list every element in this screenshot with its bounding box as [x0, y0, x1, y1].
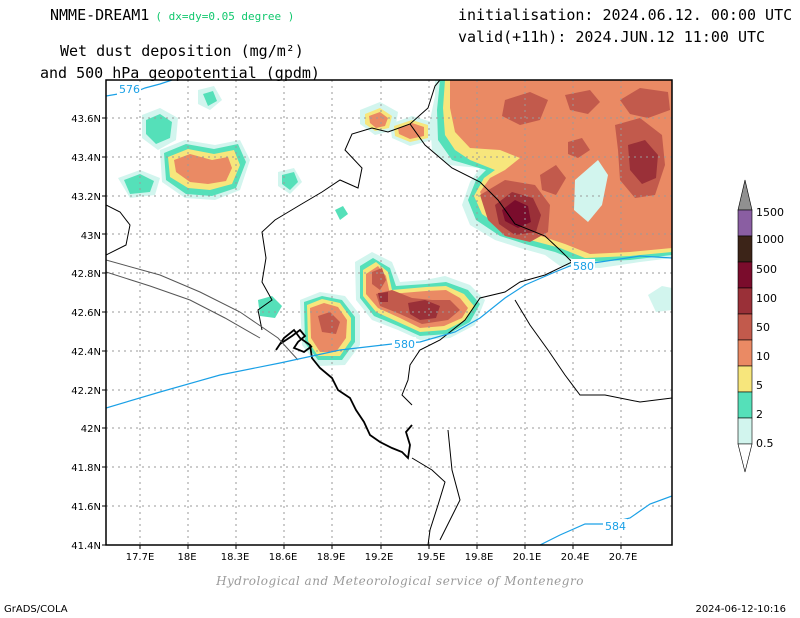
deposition-area-northeast [430, 80, 672, 268]
legend-swatch-1500 [737, 209, 753, 237]
legend-swatch-10 [737, 339, 753, 367]
lon-label: 20.1E [513, 552, 542, 563]
legend-swatch-5 [737, 365, 753, 393]
legend-swatch-0.5 [737, 417, 753, 445]
legend-swatch-50 [737, 313, 753, 341]
lon-label: 18.9E [317, 552, 346, 563]
legend-cap-bottom [737, 443, 753, 473]
lon-label: 18E [177, 552, 196, 563]
lat-label: 41.8N [71, 463, 101, 474]
lat-label: 42.6N [71, 308, 101, 319]
lat-label: 43N [81, 231, 101, 242]
axis-ticks [102, 117, 622, 549]
lat-label: 43.6N [71, 114, 101, 125]
model-title: NMME-DREAM1 ( dx=dy=0.05 degree ) [50, 6, 294, 24]
contour-label-576: 576 [119, 83, 140, 96]
legend-label: 100 [756, 292, 777, 305]
legend-label: 10 [756, 350, 770, 363]
legend-swatch-1000 [737, 235, 753, 263]
lat-label: 41.4N [71, 541, 101, 552]
grid-spacing: ( dx=dy=0.05 degree ) [155, 10, 295, 23]
coastline-and-borders [106, 80, 672, 545]
lon-label: 19.5E [417, 552, 446, 563]
contour-label-580-east: 580 [573, 260, 594, 273]
lat-label: 43.4N [71, 153, 101, 164]
deposition-field [118, 80, 672, 366]
initialisation-time: initialisation: 2024.06.12. 00:00 UTC [458, 6, 793, 24]
lat-label: 42.4N [71, 347, 101, 358]
legend-label: 1000 [756, 233, 784, 246]
contour-label-580-west: 580 [394, 338, 415, 351]
deposition-area-northwest [118, 86, 348, 220]
lat-label: 42N [81, 424, 101, 435]
lon-label: 18.6E [269, 552, 298, 563]
border-east [401, 123, 573, 406]
boka-bay [279, 328, 313, 354]
legend-label: 2 [756, 408, 763, 421]
lon-label: 19.8E [465, 552, 494, 563]
software-label: GrADS/COLA [4, 604, 68, 615]
render-timestamp: 2024-06-12-10:16 [695, 604, 786, 615]
valid-time: valid(+11h): 2024.JUN.12 11:00 UTC [458, 28, 766, 46]
credit-line: Hydrological and Meteorological service … [216, 574, 584, 588]
deposition-area-central [355, 252, 485, 340]
contour-label-584: 584 [605, 520, 626, 533]
variable-subtitle: and 500 hPa geopotential (gpdm) [40, 64, 320, 82]
border-west [106, 204, 131, 256]
lon-label: 19.2E [365, 552, 394, 563]
contour-labels: 576 580 580 584 [117, 82, 627, 533]
border-albania [411, 457, 446, 545]
border-kosovo [514, 299, 672, 403]
lat-label: 41.6N [71, 502, 101, 513]
deposition-area-east [648, 286, 672, 312]
model-name: NMME-DREAM1 [50, 6, 150, 24]
legend-label: 0.5 [756, 437, 774, 450]
legend-label: 1500 [756, 206, 784, 219]
legend-label: 50 [756, 321, 770, 334]
lat-label: 43.2N [71, 192, 101, 203]
lon-label: 20.7E [609, 552, 638, 563]
legend-label: 5 [756, 379, 763, 392]
legend-label: 500 [756, 263, 777, 276]
croatia-coast-2 [106, 271, 261, 339]
lon-labels: 17.7E 18E 18.3E 18.6E 18.9E 19.2E 19.5E … [126, 552, 638, 563]
lat-label: 42.8N [71, 269, 101, 280]
legend-swatch-2 [737, 391, 753, 419]
balkan-inland [439, 429, 461, 541]
legend-swatch-500 [737, 261, 753, 289]
color-legend [737, 179, 753, 473]
lon-label: 18.3E [221, 552, 250, 563]
deposition-area-coast [258, 292, 360, 366]
lon-label: 17.7E [126, 552, 155, 563]
variable-title: Wet dust deposition (mg/m²) [60, 42, 304, 60]
lon-label: 20.4E [561, 552, 590, 563]
legend-labels: 1500 1000 500 100 50 10 5 2 0.5 [756, 206, 784, 450]
legend-swatch-100 [737, 287, 753, 315]
legend-cap-top [737, 179, 753, 211]
lat-label: 42.2N [71, 386, 101, 397]
montenegro-border [257, 80, 441, 331]
lat-labels: 43.6N 43.4N 43.2N 43N 42.8N 42.6N 42.4N … [71, 114, 101, 552]
croatia-coast [106, 259, 299, 361]
